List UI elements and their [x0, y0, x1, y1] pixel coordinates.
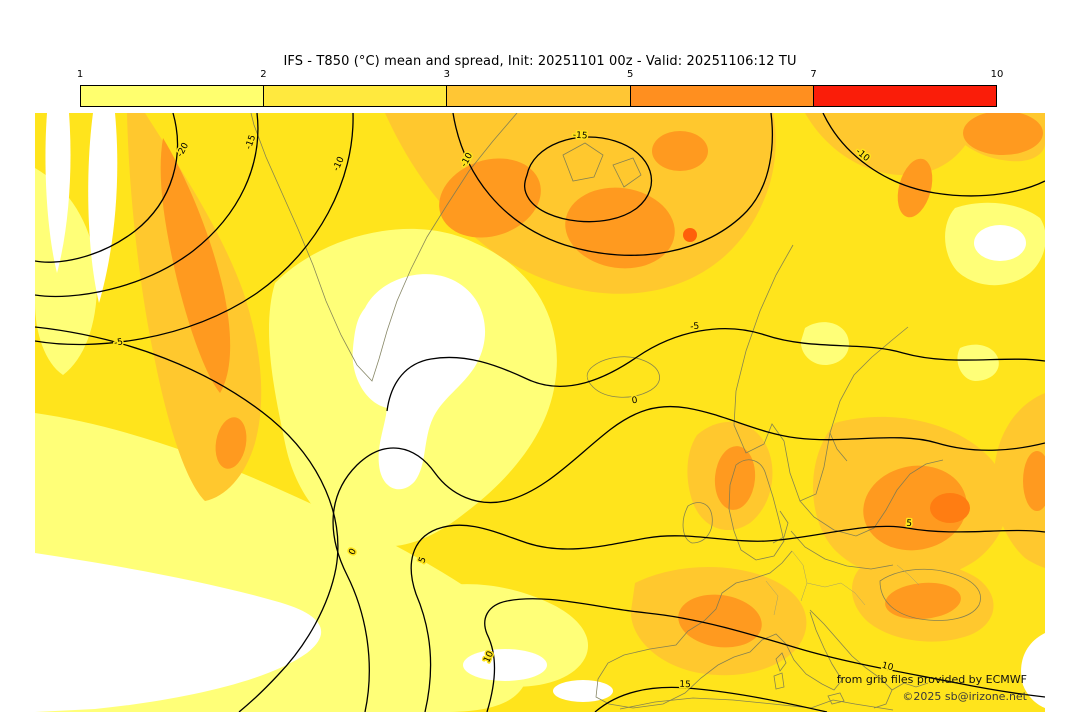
credit-provider: from grib files provided by ECMWF — [836, 673, 1027, 686]
colorbar-ticks: 1 2 3 5 7 10 — [76, 69, 1004, 82]
colorbar-segment — [446, 86, 630, 106]
contour-label: 5 — [906, 519, 912, 529]
colorbar-segment — [263, 86, 447, 106]
contour-layer — [35, 113, 1045, 712]
coastline-layer — [250, 113, 981, 711]
colorbar-tick-label: 1 — [76, 69, 84, 80]
contour-label: -5 — [690, 322, 700, 333]
contour-label: -15 — [572, 131, 587, 142]
chart-title: IFS - T850 (°C) mean and spread, Init: 2… — [283, 54, 797, 69]
colorbar-tick-label: 3 — [443, 69, 450, 80]
colorbar-segment — [629, 86, 813, 106]
colorbar-tick-label: 5 — [627, 69, 634, 80]
colorbar — [80, 85, 997, 107]
colorbar-segment — [812, 86, 997, 106]
map-area: -20 -15 -15 -10 -10 -10 -5 -5 0 0 5 5 10 10 15 from gr… — [35, 113, 1045, 712]
colorbar-segment — [81, 86, 264, 106]
colorbar-tick-label: 2 — [260, 69, 267, 80]
contour-label: -5 — [113, 337, 124, 348]
colorbar-tick-label: 7 — [810, 69, 817, 80]
contour-label: 0 — [631, 396, 638, 407]
spread-fill-layer — [35, 113, 1045, 712]
contour-label: 10 — [881, 661, 895, 674]
colorbar-tick-label: 10 — [990, 69, 1004, 80]
credit-copyright: ©2025 sb@irizone.net — [902, 690, 1027, 703]
contour-label: 15 — [679, 680, 691, 690]
